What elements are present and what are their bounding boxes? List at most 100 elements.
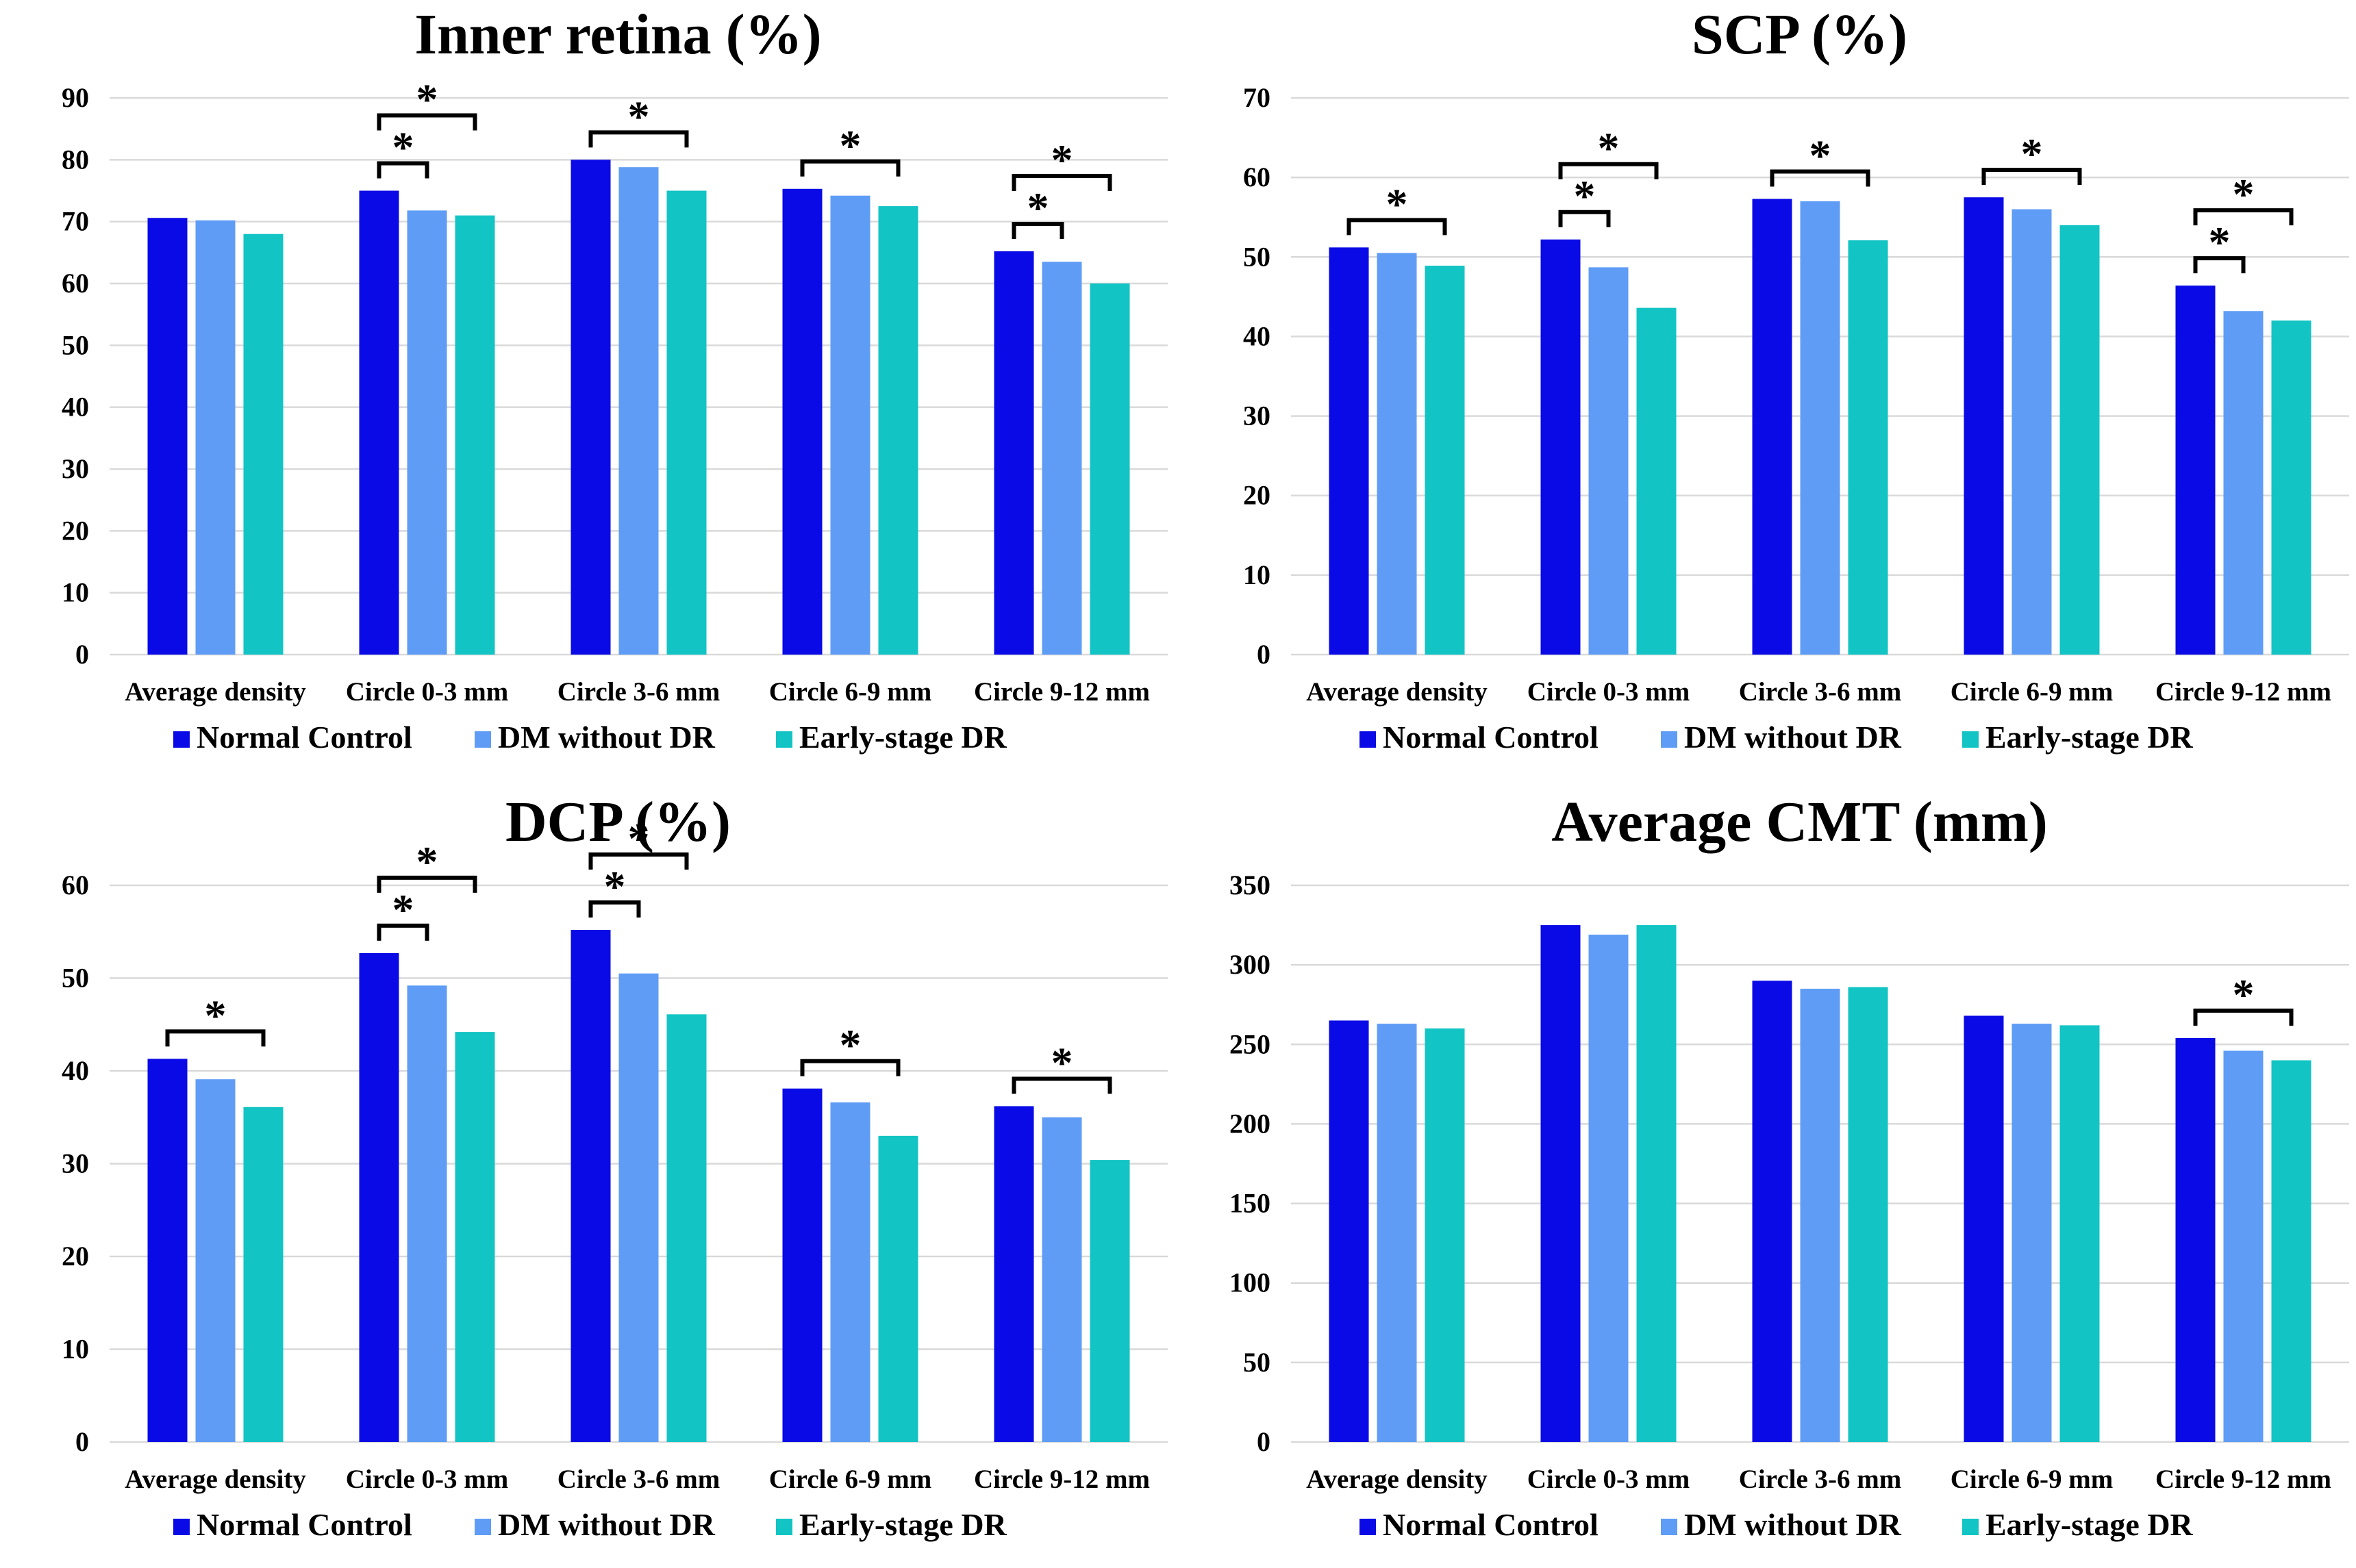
y-tick-label: 10 [62, 577, 89, 608]
bar-normal-control [1540, 239, 1581, 655]
bar-dm-without-dr [1377, 253, 1417, 655]
y-tick-label: 250 [1229, 1028, 1270, 1059]
bar-normal-control [1964, 1015, 2004, 1442]
bar-early-stage-dr [878, 206, 918, 655]
y-tick-label: 70 [1243, 82, 1270, 113]
bar-normal-control [1329, 1020, 1369, 1442]
bar-normal-control [782, 188, 823, 655]
bar-early-stage-dr [455, 215, 495, 655]
significance-label: * [1027, 184, 1049, 232]
significance-bracket [2193, 1008, 2294, 1026]
significance-bracket [588, 900, 641, 918]
bar-early-stage-dr [1090, 283, 1130, 655]
bar-dm-without-dr [2223, 311, 2264, 655]
significance-label: * [840, 1021, 862, 1070]
y-tick-label: 0 [75, 639, 89, 670]
legend-swatch [1661, 1519, 1677, 1535]
significance-label: * [628, 92, 650, 140]
legend-swatch [1962, 1519, 1979, 1535]
bar-early-stage-dr [1848, 240, 1888, 655]
bar-normal-control [359, 952, 399, 1442]
bar-early-stage-dr [1636, 925, 1677, 1442]
significance-bracket [588, 130, 689, 148]
significance-bracket [588, 852, 689, 870]
significance-label: * [2233, 170, 2255, 218]
y-tick-label: 50 [62, 329, 89, 360]
x-tick-label: Circle 9-12 mm [2155, 1465, 2331, 1494]
x-tick-label: Circle 6-9 mm [769, 677, 932, 707]
x-tick-label: Average density [125, 1465, 306, 1494]
significance-bracket [377, 113, 477, 131]
bar-dm-without-dr [407, 210, 447, 655]
chart-title: SCP (%) [1692, 3, 1907, 66]
x-tick-label: Circle 9-12 mm [974, 1465, 1150, 1494]
significance-bracket [1558, 210, 1611, 227]
y-tick-label: 30 [1243, 401, 1270, 431]
bar-normal-control [1964, 197, 2004, 655]
y-tick-label: 50 [1243, 241, 1270, 272]
bar-early-stage-dr [1848, 987, 1888, 1442]
significance-label: * [2233, 970, 2255, 1019]
bar-dm-without-dr [2223, 1050, 2264, 1442]
significance-bracket [377, 161, 429, 179]
y-tick-label: 10 [1243, 559, 1270, 590]
bar-dm-without-dr [2012, 209, 2052, 655]
y-tick-label: 20 [62, 1241, 89, 1272]
bar-dm-without-dr [1042, 262, 1082, 655]
significance-bracket [377, 875, 477, 893]
legend-swatch [475, 731, 491, 748]
bar-normal-control [359, 190, 399, 655]
y-tick-label: 80 [62, 144, 89, 175]
legend-swatch [173, 1519, 190, 1535]
bar-dm-without-dr [830, 195, 870, 655]
legend-label: DM without DR [1684, 720, 1902, 755]
y-tick-label: 20 [62, 515, 89, 546]
x-tick-label: Circle 0-3 mm [1527, 677, 1690, 707]
significance-bracket [1346, 218, 1447, 236]
x-tick-label: Circle 3-6 mm [557, 677, 720, 707]
y-tick-label: 200 [1229, 1108, 1270, 1139]
legend-label: DM without DR [498, 1507, 716, 1542]
bar-dm-without-dr [1800, 201, 1840, 655]
x-tick-label: Average density [1306, 677, 1488, 707]
bar-early-stage-dr [455, 1032, 495, 1442]
bar-normal-control [571, 930, 611, 1442]
bar-early-stage-dr [2059, 225, 2100, 655]
chart-svg: Inner retina (%) 0 10 20 30 40 50 60 70 80 90 Avera… [62, 3, 1168, 755]
legend-swatch [1359, 731, 1376, 748]
significance-bracket [1981, 168, 2082, 186]
significance-bracket [165, 1029, 266, 1047]
x-tick-label: Average density [125, 677, 306, 707]
bar-dm-without-dr [618, 167, 659, 655]
bar-normal-control [1329, 247, 1369, 655]
bar-dm-without-dr [618, 973, 659, 1442]
significance-label: * [2209, 218, 2231, 266]
significance-label: * [604, 862, 626, 911]
x-tick-label: Circle 0-3 mm [1527, 1465, 1690, 1494]
bar-normal-control [1752, 981, 1792, 1442]
significance-label: * [205, 991, 227, 1039]
bar-dm-without-dr [1377, 1024, 1417, 1442]
y-tick-label: 30 [62, 453, 89, 484]
significance-bracket [377, 923, 429, 941]
bar-dm-without-dr [2012, 1024, 2052, 1442]
bar-dm-without-dr [1800, 988, 1840, 1442]
y-tick-label: 100 [1229, 1267, 1270, 1298]
bar-normal-control [2175, 286, 2216, 655]
bar-normal-control [571, 160, 611, 655]
bar-early-stage-dr [666, 1014, 707, 1442]
chart-panel-4: Average CMT (mm) 0 50 100 150 200 250 300 350 Ave… [1181, 787, 2356, 1565]
chart-title: Inner retina (%) [414, 3, 821, 66]
legend-swatch [776, 731, 792, 748]
bar-early-stage-dr [2271, 320, 2311, 655]
legend-label: Early-stage DR [1985, 1507, 2194, 1542]
bar-early-stage-dr [1425, 266, 1465, 655]
significance-bracket [1558, 162, 1659, 179]
legend-swatch [173, 731, 190, 748]
legend-label: Normal Control [1383, 720, 1599, 755]
bar-normal-control [147, 218, 188, 655]
x-tick-label: Circle 0-3 mm [346, 1465, 509, 1494]
chart-title: DCP (%) [505, 790, 731, 854]
x-tick-label: Circle 3-6 mm [1739, 677, 1902, 707]
